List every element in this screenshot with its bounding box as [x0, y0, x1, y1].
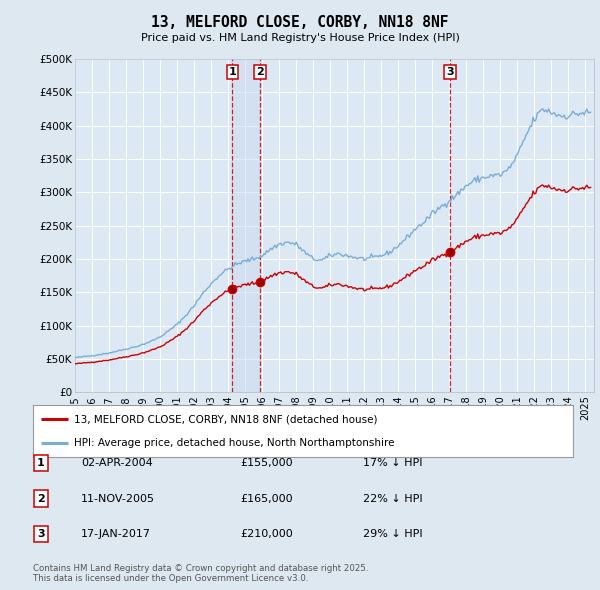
Text: 17-JAN-2017: 17-JAN-2017 — [81, 529, 151, 539]
Text: 13, MELFORD CLOSE, CORBY, NN18 8NF (detached house): 13, MELFORD CLOSE, CORBY, NN18 8NF (deta… — [74, 414, 377, 424]
Text: £210,000: £210,000 — [240, 529, 293, 539]
Text: Contains HM Land Registry data © Crown copyright and database right 2025.
This d: Contains HM Land Registry data © Crown c… — [33, 563, 368, 583]
Text: 1: 1 — [229, 67, 236, 77]
Text: Price paid vs. HM Land Registry's House Price Index (HPI): Price paid vs. HM Land Registry's House … — [140, 33, 460, 43]
Text: 3: 3 — [37, 529, 44, 539]
Text: HPI: Average price, detached house, North Northamptonshire: HPI: Average price, detached house, Nort… — [74, 438, 394, 448]
Text: 29% ↓ HPI: 29% ↓ HPI — [363, 529, 422, 539]
Text: 22% ↓ HPI: 22% ↓ HPI — [363, 494, 422, 503]
Text: 11-NOV-2005: 11-NOV-2005 — [81, 494, 155, 503]
Text: 1: 1 — [37, 458, 44, 468]
Text: 3: 3 — [446, 67, 454, 77]
Text: 13, MELFORD CLOSE, CORBY, NN18 8NF: 13, MELFORD CLOSE, CORBY, NN18 8NF — [151, 15, 449, 30]
Text: £155,000: £155,000 — [240, 458, 293, 468]
Text: 02-APR-2004: 02-APR-2004 — [81, 458, 153, 468]
Bar — [232, 59, 260, 392]
Text: 2: 2 — [37, 494, 44, 503]
Text: £165,000: £165,000 — [240, 494, 293, 503]
Text: 17% ↓ HPI: 17% ↓ HPI — [363, 458, 422, 468]
Text: 2: 2 — [256, 67, 264, 77]
